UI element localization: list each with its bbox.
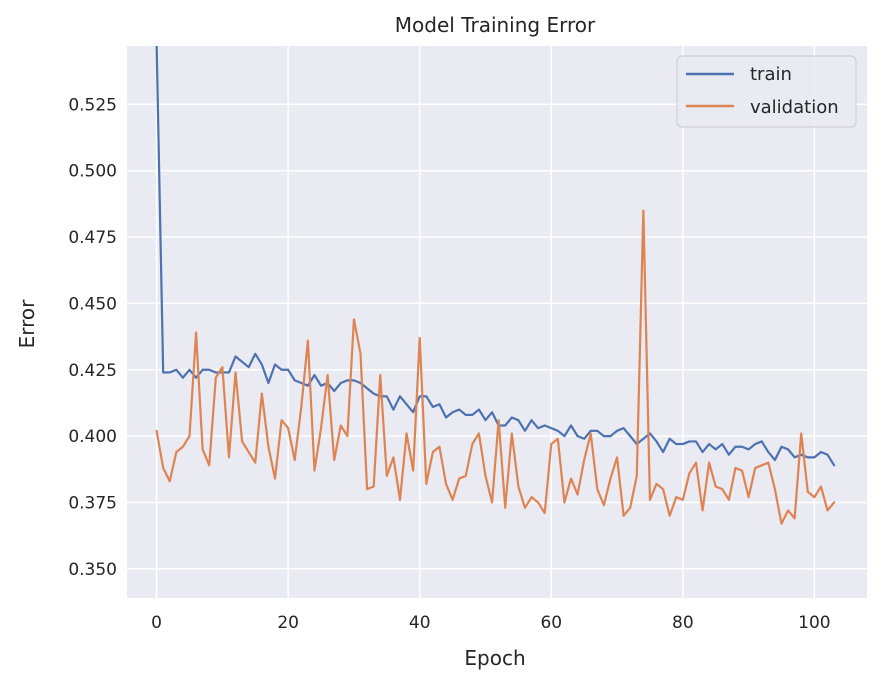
x-tick-label: 100 — [798, 613, 830, 633]
legend-label-train: train — [750, 64, 792, 85]
legend-label-validation: validation — [750, 97, 839, 118]
tick-labels: 0.350 0.375 0.400 0.425 0.450 0.475 0.500 0.525… — [68, 95, 830, 633]
y-tick-label: 0.525 — [68, 95, 117, 115]
x-tick-label: 20 — [277, 613, 299, 633]
x-axis-title: Epoch — [464, 646, 525, 670]
y-tick-label: 0.375 — [68, 493, 117, 513]
y-axis-title: Error — [15, 299, 39, 349]
y-tick-label: 0.400 — [68, 427, 117, 447]
legend: train validation — [676, 55, 857, 128]
x-tick-label: 80 — [672, 613, 694, 633]
series-line-validation — [155, 209, 836, 525]
y-tick-label: 0.450 — [68, 294, 117, 314]
chart-title: Model Training Error — [395, 13, 596, 37]
y-tick-label: 0.425 — [68, 361, 117, 381]
plot-area — [127, 46, 867, 598]
y-tick-label: 0.350 — [68, 560, 117, 580]
x-tick-label: 60 — [540, 613, 562, 633]
series-line-train — [155, 46, 836, 467]
y-tick-label: 0.500 — [68, 162, 117, 182]
x-tick-label: 40 — [409, 613, 431, 633]
x-tick-label: 0 — [151, 613, 162, 633]
series-group — [155, 46, 836, 525]
y-tick-label: 0.475 — [68, 228, 117, 248]
